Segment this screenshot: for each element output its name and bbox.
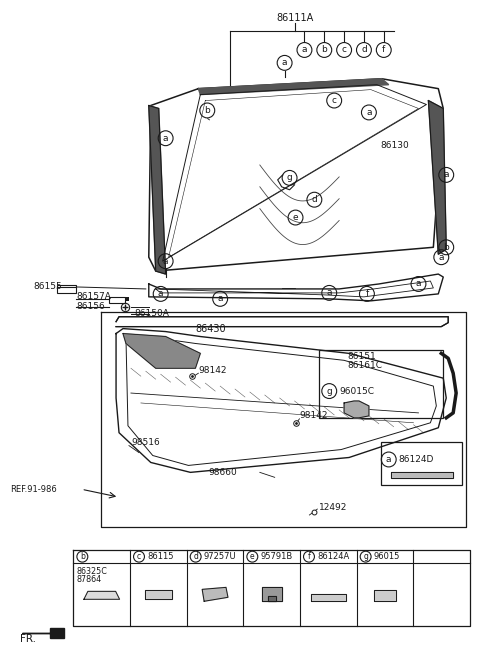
Text: 87864: 87864	[76, 575, 102, 584]
Text: f: f	[365, 289, 369, 298]
Text: 98142: 98142	[300, 412, 328, 421]
Bar	[381, 442, 462, 485]
Text: a: a	[386, 455, 392, 464]
Text: a: a	[163, 256, 168, 266]
Text: g: g	[326, 386, 332, 395]
Polygon shape	[268, 596, 276, 601]
Polygon shape	[311, 594, 346, 601]
Text: b: b	[444, 243, 449, 252]
Text: 95791B: 95791B	[260, 552, 292, 561]
Text: 86111A: 86111A	[276, 14, 313, 23]
Polygon shape	[22, 628, 63, 638]
Text: a: a	[444, 171, 449, 180]
Text: 86157A: 86157A	[76, 293, 111, 302]
Text: g: g	[363, 552, 368, 561]
Polygon shape	[391, 472, 453, 478]
Text: e: e	[293, 213, 299, 222]
Polygon shape	[149, 105, 166, 274]
Text: 86325C: 86325C	[76, 567, 107, 576]
Text: 86130: 86130	[381, 141, 409, 150]
Bar	[109, 297, 125, 303]
Text: b: b	[80, 552, 85, 561]
Text: c: c	[137, 552, 141, 561]
Text: FR.: FR.	[20, 634, 36, 644]
Polygon shape	[144, 590, 172, 599]
Text: 12492: 12492	[319, 503, 348, 512]
Text: 98660: 98660	[208, 468, 237, 477]
Text: d: d	[312, 195, 317, 204]
Text: 98142: 98142	[198, 366, 227, 375]
Text: g: g	[287, 173, 292, 182]
Text: REF.91-986: REF.91-986	[10, 484, 57, 494]
Polygon shape	[198, 79, 389, 94]
Text: f: f	[382, 45, 385, 54]
Text: 98516: 98516	[131, 438, 160, 447]
Bar	[319, 350, 443, 418]
Text: a: a	[366, 108, 372, 117]
Text: 86151: 86151	[347, 352, 376, 361]
Text: 96015: 96015	[373, 552, 400, 561]
Text: 86124A: 86124A	[317, 552, 349, 561]
Text: a: a	[217, 295, 223, 304]
Polygon shape	[344, 401, 369, 418]
Text: 97257U: 97257U	[204, 552, 236, 561]
Polygon shape	[262, 587, 282, 601]
Polygon shape	[123, 333, 200, 368]
Text: 86161C: 86161C	[347, 360, 382, 370]
Text: e: e	[250, 552, 254, 561]
Text: 86430: 86430	[195, 324, 226, 333]
Text: a: a	[163, 134, 168, 143]
Bar	[57, 285, 76, 293]
Text: c: c	[332, 96, 336, 105]
Text: d: d	[193, 552, 198, 561]
Polygon shape	[202, 587, 228, 601]
Polygon shape	[84, 591, 120, 599]
Text: a: a	[416, 280, 421, 289]
Text: 86124D: 86124D	[399, 455, 434, 464]
Text: b: b	[322, 45, 327, 54]
Text: a: a	[302, 45, 307, 54]
Bar	[125, 297, 129, 301]
Text: a: a	[158, 289, 163, 298]
Text: 86155: 86155	[34, 282, 62, 291]
Text: a: a	[439, 253, 444, 262]
Text: a: a	[282, 58, 288, 67]
Text: b: b	[204, 106, 210, 115]
Text: 86150A: 86150A	[134, 309, 169, 318]
Text: 96015C: 96015C	[339, 386, 374, 395]
Text: c: c	[342, 45, 347, 54]
Polygon shape	[428, 101, 446, 255]
Text: 86156: 86156	[76, 302, 105, 311]
Text: d: d	[361, 45, 367, 54]
Polygon shape	[116, 317, 448, 327]
Text: a: a	[326, 288, 332, 297]
Text: f: f	[308, 552, 311, 561]
Polygon shape	[374, 590, 396, 601]
Text: 86115: 86115	[147, 552, 173, 561]
